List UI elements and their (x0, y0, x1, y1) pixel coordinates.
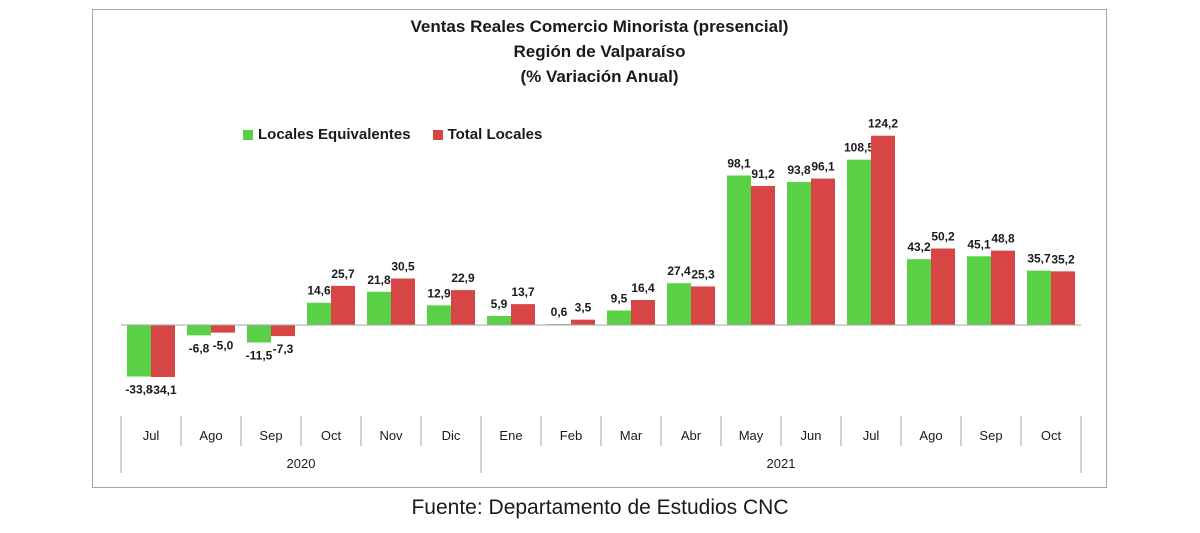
bar-locales-equivalentes (967, 256, 991, 325)
month-tick-label: Mar (620, 428, 643, 443)
data-label-total-locales: 16,4 (631, 281, 655, 295)
data-label-total-locales: 25,7 (331, 267, 355, 281)
bar-total-locales (811, 178, 835, 325)
data-label-total-locales: 96,1 (811, 160, 835, 174)
bar-total-locales (691, 286, 715, 325)
data-label-total-locales: 22,9 (451, 271, 475, 285)
month-tick-label: Feb (560, 428, 582, 443)
bar-locales-equivalentes (607, 310, 631, 325)
data-label-locales-equivalentes: 14,6 (307, 284, 331, 298)
data-label-locales-equivalentes: -6,8 (189, 341, 210, 355)
month-tick-label: Oct (321, 428, 342, 443)
data-label-total-locales: 91,2 (751, 167, 775, 181)
month-tick-label: Oct (1041, 428, 1062, 443)
bar-total-locales (331, 285, 355, 325)
data-label-locales-equivalentes: 0,6 (551, 305, 568, 319)
bar-locales-equivalentes (247, 325, 271, 343)
bar-total-locales (751, 186, 775, 325)
data-label-locales-equivalentes: 98,1 (727, 156, 751, 170)
year-label: 2020 (287, 456, 316, 471)
month-tick-label: Jul (863, 428, 880, 443)
data-label-locales-equivalentes: 27,4 (667, 264, 691, 278)
bar-locales-equivalentes (427, 305, 451, 325)
bar-locales-equivalentes (787, 182, 811, 325)
bar-locales-equivalentes (307, 302, 331, 325)
bar-locales-equivalentes (1027, 270, 1051, 325)
month-tick-label: Sep (979, 428, 1002, 443)
data-label-locales-equivalentes: 9,5 (611, 292, 628, 306)
data-label-total-locales: 30,5 (391, 260, 415, 274)
chart-title-line-3: (% Variación Anual) (520, 67, 679, 86)
chart-legend: Locales Equivalentes Total Locales (243, 126, 564, 143)
chart-frame (92, 9, 1107, 488)
bar-total-locales (271, 325, 295, 337)
data-label-total-locales: -34,1 (149, 383, 177, 397)
data-label-total-locales: 48,8 (991, 232, 1015, 246)
month-tick-label: Jun (801, 428, 822, 443)
data-label-locales-equivalentes: 5,9 (491, 297, 508, 311)
data-label-total-locales: 25,3 (691, 267, 715, 281)
bar-locales-equivalentes (847, 159, 871, 325)
data-label-total-locales: -5,0 (213, 339, 234, 353)
data-label-total-locales: 50,2 (931, 229, 955, 243)
data-label-locales-equivalentes: 35,7 (1027, 252, 1051, 266)
data-label-total-locales: 3,5 (575, 301, 592, 315)
bar-total-locales (451, 290, 475, 325)
bar-total-locales (211, 325, 235, 333)
data-label-total-locales: 35,2 (1051, 252, 1075, 266)
data-label-locales-equivalentes: -33,8 (125, 383, 153, 397)
month-tick-label: Ene (499, 428, 522, 443)
bar-locales-equivalentes (127, 325, 151, 377)
data-label-locales-equivalentes: -11,5 (246, 349, 273, 363)
data-label-total-locales: 124,2 (868, 117, 898, 131)
month-tick-label: Sep (259, 428, 282, 443)
chart-title: Ventas Reales Comercio Minorista (presen… (92, 14, 1107, 89)
chart-title-line-1: Ventas Reales Comercio Minorista (presen… (410, 17, 789, 36)
bar-total-locales (511, 304, 535, 325)
bar-locales-equivalentes (727, 175, 751, 325)
bar-locales-equivalentes (487, 316, 511, 325)
legend-swatch-locales-equivalentes (243, 129, 253, 140)
bar-locales-equivalentes (667, 283, 691, 325)
month-tick-label: May (739, 428, 764, 443)
bar-total-locales (391, 278, 415, 325)
month-tick-label: Ago (199, 428, 222, 443)
month-tick-label: Abr (681, 428, 702, 443)
bar-total-locales (571, 319, 595, 325)
bar-total-locales (871, 135, 895, 325)
data-label-total-locales: 13,7 (511, 285, 535, 299)
data-label-locales-equivalentes: 43,2 (907, 240, 931, 254)
source-caption: Fuente: Departamento de Estudios CNC (411, 496, 789, 519)
bar-locales-equivalentes (907, 259, 931, 325)
legend-swatch-total-locales (432, 129, 443, 140)
bar-total-locales (931, 248, 955, 325)
month-tick-label: Nov (379, 428, 403, 443)
data-label-locales-equivalentes: 12,9 (427, 286, 451, 300)
month-tick-label: Ago (919, 428, 942, 443)
data-label-locales-equivalentes: 93,8 (787, 163, 811, 177)
legend-item-locales-equivalentes: Locales Equivalentes (243, 126, 411, 143)
bar-total-locales (631, 300, 655, 325)
data-label-locales-equivalentes: 45,1 (967, 237, 991, 251)
year-label: 2021 (767, 456, 796, 471)
month-tick-label: Dic (442, 428, 461, 443)
bar-total-locales (1051, 271, 1075, 325)
bar-locales-equivalentes (367, 291, 391, 325)
bar-total-locales (151, 325, 175, 377)
legend-label-locales-equivalentes: Locales Equivalentes (258, 126, 411, 143)
legend-label-total-locales: Total Locales (447, 126, 543, 143)
chart-title-line-2: Región de Valparaíso (513, 42, 686, 61)
data-label-locales-equivalentes: 108,5 (844, 141, 874, 155)
data-label-total-locales: -7,3 (273, 342, 294, 356)
month-tick-label: Jul (143, 428, 160, 443)
data-label-locales-equivalentes: 21,8 (367, 273, 391, 287)
bar-locales-equivalentes (187, 325, 211, 336)
legend-item-total-locales: Total Locales (432, 126, 543, 143)
bar-total-locales (991, 250, 1015, 325)
